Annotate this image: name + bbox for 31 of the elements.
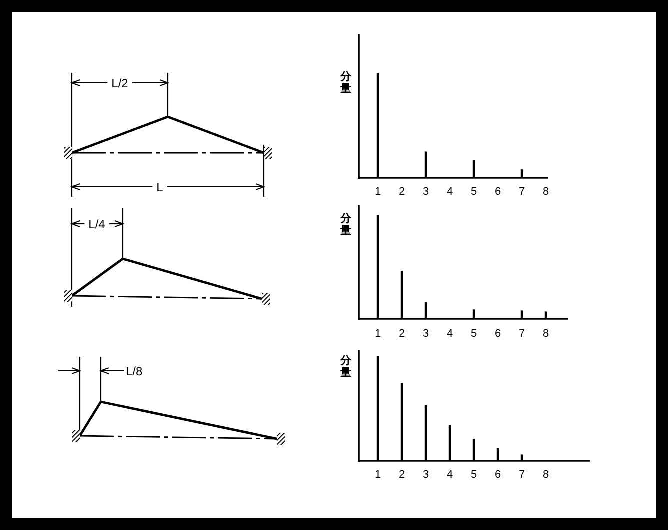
x-tick-label: 7 <box>518 328 526 340</box>
x-tick-label: 6 <box>494 186 502 198</box>
x-tick-label: 4 <box>446 186 454 198</box>
y-axis-title: 分量 <box>340 354 352 379</box>
x-tick-label: 2 <box>398 328 406 340</box>
x-tick-label: 8 <box>542 328 550 340</box>
x-tick-label: 8 <box>542 469 550 481</box>
x-tick-label: 3 <box>422 328 430 340</box>
x-tick-label: 7 <box>518 469 526 481</box>
x-tick-label: 3 <box>422 469 430 481</box>
x-tick-label: 1 <box>374 186 382 198</box>
x-tick-label: 4 <box>446 328 454 340</box>
x-tick-label: 5 <box>470 469 478 481</box>
x-tick-label: 3 <box>422 186 430 198</box>
x-tick-label: 5 <box>470 186 478 198</box>
text: L <box>156 180 164 194</box>
x-tick-label: 7 <box>518 186 526 198</box>
x-tick-label: 8 <box>542 186 550 198</box>
y-axis-title: 分量 <box>340 212 352 237</box>
x-tick-label: 2 <box>398 186 406 198</box>
x-tick-label: 5 <box>470 328 478 340</box>
x-tick-label: 1 <box>374 328 382 340</box>
x-tick-label: 6 <box>494 469 502 481</box>
text: L/8 <box>126 364 144 378</box>
x-tick-label: 2 <box>398 469 406 481</box>
x-tick-label: 1 <box>374 469 382 481</box>
x-tick-label: 6 <box>494 328 502 340</box>
text: L/2 <box>112 76 129 90</box>
x-tick-label: 4 <box>446 469 454 481</box>
text: L/4 <box>88 218 106 232</box>
y-axis-title: 分量 <box>340 70 352 95</box>
